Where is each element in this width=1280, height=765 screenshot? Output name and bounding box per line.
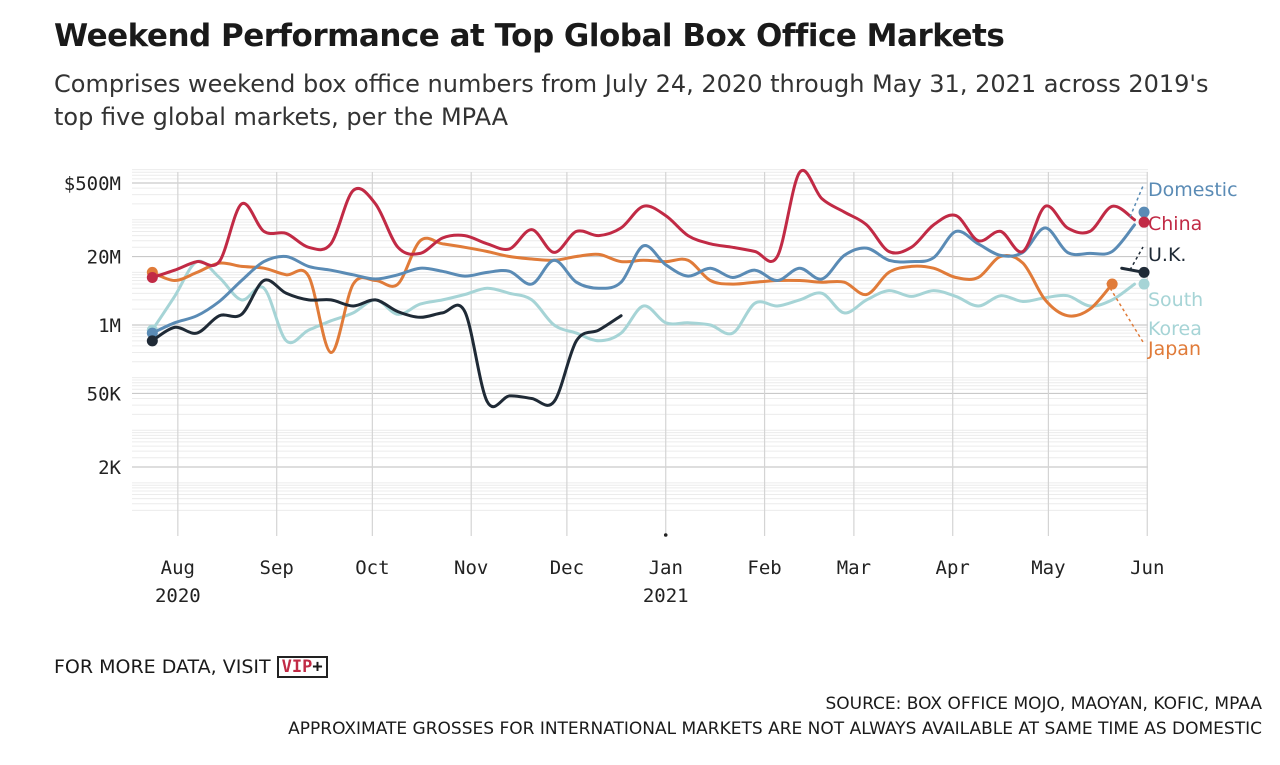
series-end-point bbox=[1138, 278, 1150, 290]
y-tick-label: 50K bbox=[87, 383, 122, 405]
series-line-china bbox=[150, 168, 1136, 279]
x-tick-label: Jan bbox=[649, 557, 683, 579]
x-axis-ticks: Aug 2020 Sep Oct Nov Dec Jan 2021 Feb Mar Apr May Ju… bbox=[155, 557, 1164, 607]
x-tick-label: May bbox=[1031, 557, 1065, 579]
y-tick-label: $500M bbox=[64, 173, 121, 195]
axis-year-marker bbox=[663, 533, 668, 537]
chart-svg: $500M 20M 1M 50K 2K Aug 2020 Sep Oct Nov Dec Jan 20… bbox=[64, 168, 1238, 607]
x-tick-year-label: 2021 bbox=[643, 585, 689, 607]
label-leader-line bbox=[1129, 246, 1144, 271]
series-label: China bbox=[1148, 213, 1202, 235]
more-data-link[interactable]: FOR MORE DATA, VISIT VIP+ bbox=[54, 656, 328, 678]
series-line-south-korea bbox=[150, 259, 1136, 345]
series-start-point bbox=[146, 335, 158, 347]
series-line-u-k- bbox=[150, 278, 623, 409]
series-end-point bbox=[1138, 206, 1150, 218]
series-lines bbox=[146, 168, 1150, 409]
x-tick-label: Nov bbox=[454, 557, 488, 579]
series-line-domestic bbox=[150, 223, 1136, 335]
source-line: SOURCE: BOX OFFICE MOJO, MAOYAN, KOFIC, … bbox=[825, 694, 1262, 714]
series-end-point bbox=[1106, 278, 1118, 290]
series-line-japan bbox=[150, 236, 1114, 355]
x-tick-label: Sep bbox=[260, 557, 294, 579]
x-tick-label: Jun bbox=[1130, 557, 1164, 579]
series-start-point bbox=[146, 271, 158, 283]
x-tick-label: Oct bbox=[355, 557, 389, 579]
vip-logo-plus: + bbox=[312, 657, 323, 677]
y-tick-label: 1M bbox=[98, 315, 121, 337]
series-end-point bbox=[1138, 266, 1150, 278]
gridlines bbox=[132, 169, 1148, 537]
series-end-point bbox=[1138, 216, 1150, 228]
series-label: South bbox=[1148, 289, 1203, 311]
series-label: Korea bbox=[1148, 318, 1202, 340]
more-data-label: FOR MORE DATA, VISIT bbox=[54, 656, 271, 678]
vip-logo[interactable]: VIP+ bbox=[276, 656, 328, 678]
x-tick-label: Mar bbox=[837, 557, 871, 579]
source-note: SOURCE: BOX OFFICE MOJO, MAOYAN, KOFIC, … bbox=[288, 692, 1262, 742]
x-tick-label: Apr bbox=[936, 557, 970, 579]
series-label: U.K. bbox=[1148, 244, 1186, 266]
chart-title: Weekend Performance at Top Global Box Of… bbox=[54, 18, 1005, 54]
x-tick-label: Feb bbox=[747, 557, 781, 579]
x-tick-year-label: 2020 bbox=[155, 585, 201, 607]
chart-subtitle: Comprises weekend box office numbers fro… bbox=[54, 70, 1209, 131]
vip-logo-text: VIP bbox=[281, 657, 313, 677]
y-axis-ticks: $500M 20M 1M 50K 2K bbox=[64, 173, 122, 479]
disclaimer-line: APPROXIMATE GROSSES FOR INTERNATIONAL MA… bbox=[288, 719, 1262, 739]
x-tick-label: Dec bbox=[550, 557, 584, 579]
y-tick-label: 20M bbox=[87, 247, 121, 269]
series-label: Japan bbox=[1147, 338, 1201, 360]
x-tick-label: Aug bbox=[161, 557, 195, 579]
y-tick-label: 2K bbox=[98, 457, 121, 479]
series-label: Domestic bbox=[1148, 179, 1238, 201]
series-start-point bbox=[146, 327, 158, 339]
